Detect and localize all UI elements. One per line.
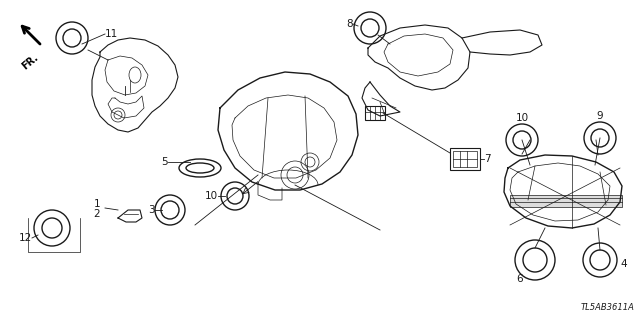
Text: 11: 11 (105, 29, 118, 39)
Text: 2: 2 (93, 209, 100, 219)
Text: 12: 12 (19, 233, 32, 243)
Text: TL5AB3611A: TL5AB3611A (581, 303, 635, 312)
Bar (365, 106, 385, 120)
Text: 9: 9 (596, 111, 604, 121)
Text: 10: 10 (515, 113, 529, 123)
Text: 10: 10 (205, 191, 218, 201)
Text: 7: 7 (484, 154, 491, 164)
Bar (453, 151, 477, 167)
Text: 4: 4 (620, 259, 627, 269)
Bar (510, 195, 622, 207)
Text: 6: 6 (516, 274, 524, 284)
Bar (450, 148, 480, 170)
Text: 5: 5 (161, 157, 168, 167)
Text: 3: 3 (148, 205, 155, 215)
Text: 8: 8 (346, 19, 353, 29)
Text: FR.: FR. (20, 52, 40, 71)
Text: 1: 1 (93, 199, 100, 209)
